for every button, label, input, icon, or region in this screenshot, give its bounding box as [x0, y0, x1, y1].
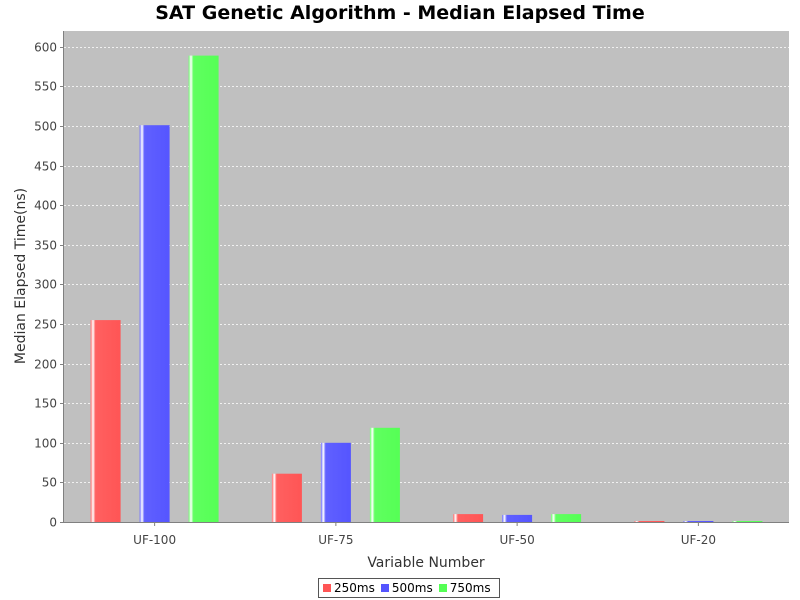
x-tick-label-uf-100: UF-100: [133, 533, 176, 547]
bar-uf-50-250ms: [453, 514, 484, 522]
x-axis-label: Variable Number: [367, 555, 485, 571]
y-tick-label-300: 300: [34, 278, 57, 292]
y-tick-label-150: 150: [34, 397, 57, 411]
y-axis-label: Median Elapsed Time(ns): [13, 188, 29, 364]
y-tick-label-500: 500: [34, 120, 57, 134]
axes: 0 50 100 150 200 250 300 350 400 450 500 550 600 UF-1…: [34, 31, 789, 547]
y-tick-label-0: 0: [49, 516, 57, 530]
legend-item-250ms: 250ms: [321, 581, 375, 595]
bars: [90, 55, 763, 522]
bar-uf-75-500ms: [320, 442, 351, 522]
x-tick-label-uf-75: UF-75: [318, 533, 353, 547]
y-tick-label-100: 100: [34, 437, 57, 451]
legend: 250ms 500ms 750ms: [318, 578, 500, 598]
y-tick-label-550: 550: [34, 80, 57, 94]
legend-label-750ms: 750ms: [449, 581, 491, 595]
legend-item-500ms: 500ms: [379, 581, 433, 595]
bar-uf-100-250ms: [90, 320, 121, 522]
x-tick-label-uf-50: UF-50: [499, 533, 534, 547]
legend-swatch-750ms: [438, 584, 447, 592]
plot-area: [64, 31, 789, 522]
y-tick-label-200: 200: [34, 358, 57, 372]
bar-uf-20-750ms: [732, 521, 763, 522]
legend-label-250ms: 250ms: [334, 581, 375, 595]
bar-uf-75-750ms: [369, 427, 400, 522]
legend-item-750ms: 750ms: [437, 581, 491, 595]
legend-swatch-500ms: [380, 584, 389, 592]
y-tick-label-250: 250: [34, 318, 57, 332]
bar-uf-20-250ms: [634, 521, 665, 522]
y-tick-label-350: 350: [34, 239, 57, 253]
bar-uf-50-500ms: [502, 514, 533, 522]
y-tick-label-50: 50: [42, 476, 57, 490]
y-tick-label-450: 450: [34, 160, 57, 174]
gridlines: [64, 47, 789, 483]
x-tick-label-uf-20: UF-20: [681, 533, 716, 547]
bar-uf-50-750ms: [551, 514, 582, 522]
bar-uf-75-250ms: [271, 473, 302, 522]
chart-title: SAT Genetic Algorithm - Median Elapsed T…: [155, 2, 645, 24]
bar-uf-20-500ms: [683, 521, 714, 522]
bar-uf-100-500ms: [139, 125, 170, 522]
legend-label-500ms: 500ms: [391, 581, 433, 595]
bar-uf-100-750ms: [188, 55, 219, 522]
y-tick-label-600: 600: [34, 41, 57, 55]
y-tick-label-400: 400: [34, 199, 57, 213]
legend-swatch-250ms: [323, 584, 331, 592]
